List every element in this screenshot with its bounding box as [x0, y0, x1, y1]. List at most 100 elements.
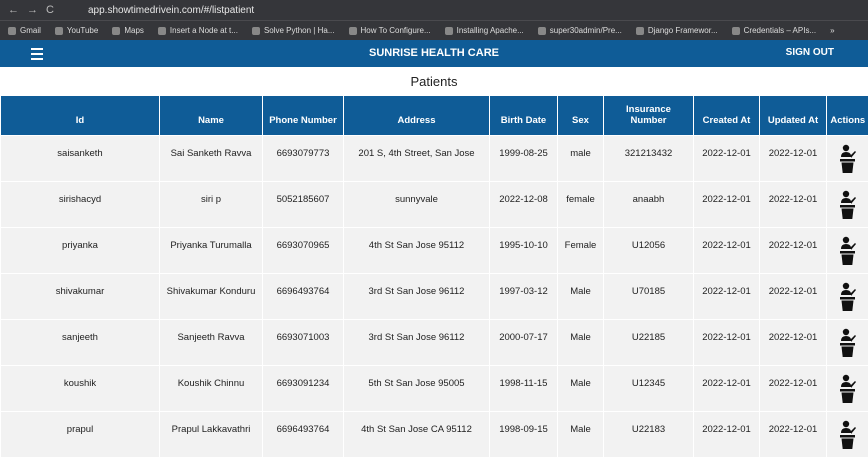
cell: 201 S, 4th Street, San Jose: [343, 134, 490, 182]
app-title: SUNRISE HEALTH CARE: [369, 47, 499, 59]
cell: 2022-12-01: [693, 226, 760, 274]
actions-cell: [826, 134, 868, 182]
bookmark-icon: [8, 26, 16, 35]
bookmarks-bar: Gmail YouTube Maps Insert a Node at t... Sol…: [0, 20, 868, 40]
bookmark[interactable]: YouTube: [54, 26, 99, 35]
bookmark-label: Maps: [124, 26, 144, 35]
cell: sirishacyd: [0, 180, 160, 228]
cell: Female: [557, 226, 604, 274]
cell: 2022-12-01: [693, 180, 760, 228]
page-title: Patients: [410, 74, 458, 89]
cell: male: [557, 134, 604, 182]
actions-cell: [826, 410, 868, 458]
cell: 2022-12-01: [759, 410, 827, 458]
cell: Male: [557, 410, 604, 458]
cell: 2022-12-01: [759, 318, 827, 366]
header-row: Id Name Phone Number Address Birth Date Sex In…: [0, 96, 868, 135]
cell: 2022-12-01: [693, 272, 760, 320]
cell: Prapul Lakkavathri: [159, 410, 263, 458]
delete-button[interactable]: [827, 282, 868, 318]
url[interactable]: app.showtimedrivein.com/#/listpatient: [88, 4, 255, 16]
bookmark[interactable]: How To Configure...: [348, 26, 431, 35]
cell: prapul: [0, 410, 160, 458]
cell: Shivakumar Konduru: [159, 272, 263, 320]
cell: 4th St San Jose CA 95112: [343, 410, 490, 458]
cell: 2022-12-01: [693, 134, 760, 182]
nav-buttons[interactable]: ←→C: [8, 4, 62, 16]
bookmark-label: How To Configure...: [360, 26, 431, 35]
delete-button[interactable]: [827, 420, 868, 456]
bookmark-label: Insert a Node at t...: [169, 26, 238, 35]
cell: Sanjeeth Ravva: [159, 318, 263, 366]
bookmark-icon: [444, 26, 453, 35]
cell: Sai Sanketh Ravva: [159, 134, 263, 182]
bookmark[interactable]: Solve Python | Ha...: [251, 26, 335, 35]
browser-bar: ←→C app.showtimedrivein.com/#/listpatien…: [0, 0, 868, 20]
column-header: Actions: [826, 96, 868, 135]
bookmark-icon: [731, 26, 740, 35]
bookmark-icon: [112, 26, 121, 35]
delete-icon: [839, 282, 856, 311]
cell: Priyanka Turumalla: [159, 226, 263, 274]
cell: 2022-12-01: [693, 410, 760, 458]
patient-row: prapul Prapul Lakkavathri 6696493764 4th St…: [0, 410, 868, 458]
cell: 1998-11-15: [489, 364, 558, 412]
bookmark[interactable]: Gmail: [8, 26, 41, 35]
bookmark-label: Solve Python | Ha...: [263, 26, 335, 35]
delete-icon: [839, 144, 856, 173]
cell: 1997-03-12: [489, 272, 558, 320]
sign-out[interactable]: SIGN OUT: [785, 47, 834, 58]
column-header: Id: [0, 96, 160, 135]
cell: 5052185607: [262, 180, 344, 228]
delete-icon: [839, 374, 856, 403]
cell: Koushik Chinnu: [159, 364, 263, 412]
cell: sunnyvale: [343, 180, 490, 228]
bookmark-label: Installing Apache...: [456, 26, 524, 35]
delete-icon: [839, 236, 856, 265]
delete-icon: [839, 190, 856, 219]
delete-button[interactable]: [827, 374, 868, 410]
cell: U22183: [603, 410, 694, 458]
more-bookmarks[interactable]: »: [830, 26, 835, 35]
bookmark-label: super30admin/Pre...: [549, 26, 622, 35]
bookmark-icon: [537, 26, 546, 35]
delete-button[interactable]: [827, 144, 868, 180]
bookmark[interactable]: Maps: [112, 26, 144, 35]
bookmark-icon: [251, 26, 260, 35]
cell: 321213432: [603, 134, 694, 182]
cell: saisanketh: [0, 134, 160, 182]
cell: 1999-08-25: [489, 134, 558, 182]
cell: 6693071003: [262, 318, 344, 366]
delete-icon: [839, 328, 856, 357]
bookmark-label: Gmail: [20, 26, 41, 35]
cell: Male: [557, 272, 604, 320]
cell: 3rd St San Jose 96112: [343, 272, 490, 320]
menu-button[interactable]: [31, 48, 43, 63]
bookmark[interactable]: Credentials – APIs...: [731, 26, 817, 35]
delete-button[interactable]: [827, 190, 868, 226]
bookmark[interactable]: Django Framewor...: [635, 26, 718, 35]
cell: 6693079773: [262, 134, 344, 182]
cell: priyanka: [0, 226, 160, 274]
bookmark-label: Credentials – APIs...: [743, 26, 817, 35]
delete-icon: [839, 420, 856, 449]
patient-row: saisanketh Sai Sanketh Ravva 6693079773 201…: [0, 134, 868, 182]
delete-button[interactable]: [827, 328, 868, 364]
cell: sanjeeth: [0, 318, 160, 366]
cell: siri p: [159, 180, 263, 228]
actions-cell: [826, 318, 868, 366]
column-header: Insurance Number: [603, 96, 694, 135]
cell: 2022-12-01: [759, 134, 827, 182]
delete-button[interactable]: [827, 236, 868, 272]
column-header: Phone Number: [262, 96, 344, 135]
cell: 2022-12-01: [759, 272, 827, 320]
bookmark[interactable]: Insert a Node at t...: [157, 26, 238, 35]
bookmark-label: YouTube: [66, 26, 99, 35]
bookmark[interactable]: Installing Apache...: [444, 26, 524, 35]
bookmark[interactable]: super30admin/Pre...: [537, 26, 622, 35]
column-header: Created At: [693, 96, 760, 135]
patient-row: sanjeeth Sanjeeth Ravva 6693071003 3rd St S…: [0, 318, 868, 366]
column-header: Updated At: [759, 96, 827, 135]
column-header: Name: [159, 96, 263, 135]
cell: Male: [557, 318, 604, 366]
